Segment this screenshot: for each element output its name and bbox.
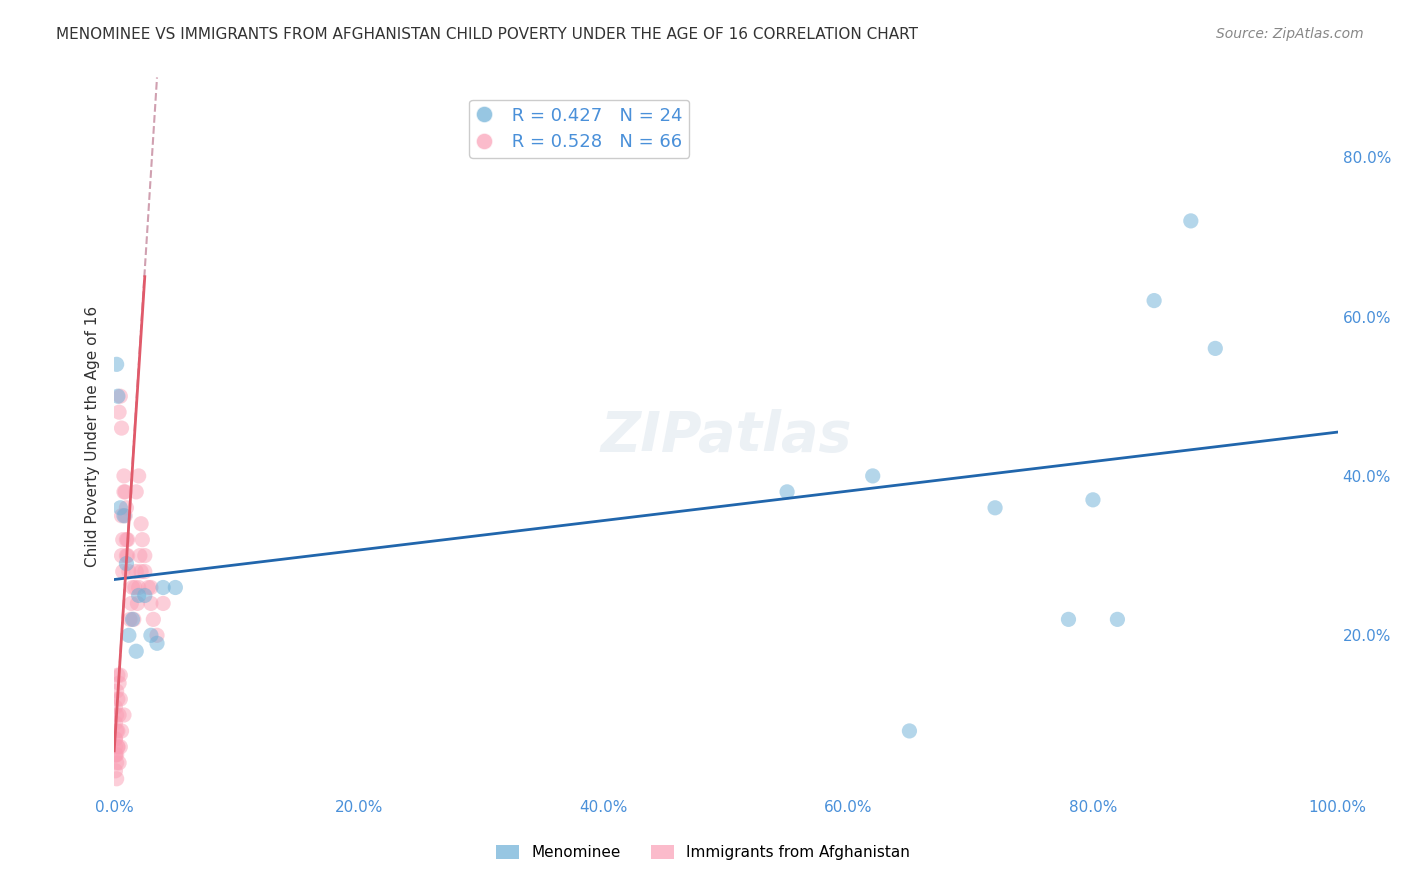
Point — [105, 357, 128, 371]
Point — [105, 684, 128, 698]
Text: Source: ZipAtlas.com: Source: ZipAtlas.com — [1216, 27, 1364, 41]
Point — [142, 612, 165, 626]
Text: ZIPatlas: ZIPatlas — [600, 409, 852, 463]
Point — [134, 565, 156, 579]
Point — [108, 708, 131, 723]
Point — [104, 739, 127, 754]
Point — [104, 747, 127, 762]
Point — [129, 516, 152, 531]
Legend:  R = 0.427   N = 24,  R = 0.528   N = 66: R = 0.427 N = 24, R = 0.528 N = 66 — [470, 100, 689, 158]
Point — [139, 581, 162, 595]
Point — [138, 581, 160, 595]
Point — [104, 747, 127, 762]
Y-axis label: Child Poverty Under the Age of 16: Child Poverty Under the Age of 16 — [86, 305, 100, 566]
Point — [125, 565, 148, 579]
Point — [112, 508, 135, 523]
Point — [117, 533, 139, 547]
Point — [110, 668, 132, 682]
Point — [127, 596, 149, 610]
Point — [111, 565, 134, 579]
Point — [110, 692, 132, 706]
Point — [110, 723, 132, 738]
Point — [125, 644, 148, 658]
Point — [105, 747, 128, 762]
Point — [146, 628, 169, 642]
Point — [105, 772, 128, 786]
Point — [1107, 612, 1129, 626]
Point — [120, 612, 142, 626]
Point — [110, 500, 132, 515]
Point — [117, 549, 139, 563]
Point — [134, 589, 156, 603]
Point — [108, 676, 131, 690]
Point — [110, 739, 132, 754]
Point — [121, 581, 143, 595]
Point — [898, 723, 921, 738]
Point — [114, 484, 136, 499]
Point — [128, 589, 150, 603]
Point — [111, 533, 134, 547]
Point — [105, 723, 128, 738]
Point — [107, 692, 129, 706]
Point — [1204, 342, 1226, 356]
Point — [128, 549, 150, 563]
Point — [120, 596, 142, 610]
Point — [128, 581, 150, 595]
Point — [129, 565, 152, 579]
Point — [108, 756, 131, 770]
Point — [104, 731, 127, 746]
Point — [105, 708, 128, 723]
Point — [110, 421, 132, 435]
Point — [125, 484, 148, 499]
Point — [124, 581, 146, 595]
Point — [107, 739, 129, 754]
Point — [104, 716, 127, 731]
Point — [152, 581, 174, 595]
Point — [984, 500, 1007, 515]
Point — [134, 549, 156, 563]
Point — [862, 469, 884, 483]
Point — [104, 764, 127, 778]
Point — [121, 612, 143, 626]
Point — [110, 508, 132, 523]
Text: MENOMINEE VS IMMIGRANTS FROM AFGHANISTAN CHILD POVERTY UNDER THE AGE OF 16 CORRE: MENOMINEE VS IMMIGRANTS FROM AFGHANISTAN… — [56, 27, 918, 42]
Point — [776, 484, 799, 499]
Point — [115, 557, 138, 571]
Point — [139, 628, 162, 642]
Point — [104, 731, 127, 746]
Point — [131, 533, 153, 547]
Point — [1081, 492, 1104, 507]
Point — [115, 533, 138, 547]
Point — [107, 739, 129, 754]
Point — [1180, 214, 1202, 228]
Point — [115, 549, 138, 563]
Point — [128, 469, 150, 483]
Point — [118, 628, 141, 642]
Legend: Menominee, Immigrants from Afghanistan: Menominee, Immigrants from Afghanistan — [489, 839, 917, 866]
Point — [107, 723, 129, 738]
Point — [152, 596, 174, 610]
Point — [114, 508, 136, 523]
Point — [108, 405, 131, 419]
Point — [107, 389, 129, 403]
Point — [110, 389, 132, 403]
Point — [112, 469, 135, 483]
Point — [146, 636, 169, 650]
Point — [118, 565, 141, 579]
Point — [1057, 612, 1080, 626]
Point — [107, 668, 129, 682]
Point — [165, 581, 187, 595]
Point — [1143, 293, 1166, 308]
Point — [104, 700, 127, 714]
Point — [122, 612, 145, 626]
Point — [112, 708, 135, 723]
Point — [110, 549, 132, 563]
Point — [139, 596, 162, 610]
Point — [105, 756, 128, 770]
Point — [112, 484, 135, 499]
Point — [115, 500, 138, 515]
